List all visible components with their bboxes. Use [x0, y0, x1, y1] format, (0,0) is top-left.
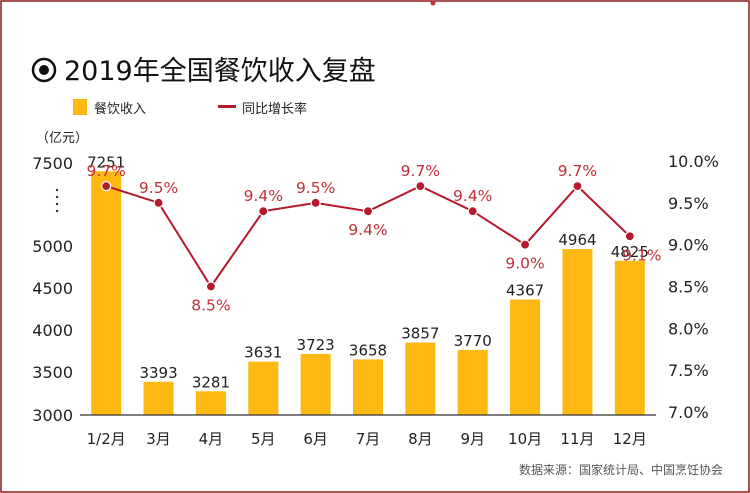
y-right-tick-label: 7.0%: [668, 403, 709, 422]
x-tick-label: 3月: [146, 430, 171, 448]
x-tick-label: 5月: [251, 430, 276, 448]
x-tick-label: 4月: [199, 430, 224, 448]
bar: [353, 359, 383, 415]
y-right-tick-labels: 10.0% 9.5% 9.0% 8.5% 8.0% 7.5% 7.0%: [668, 152, 719, 422]
bar-value-label: 3281: [192, 373, 230, 391]
bar-value-label: 3723: [297, 336, 335, 354]
growth-point: [519, 239, 531, 250]
bar-value-label: 3770: [454, 332, 492, 350]
growth-value-label: 9.7%: [558, 162, 597, 180]
y-right-tick-label: 9.5%: [668, 194, 709, 213]
bar: [143, 381, 174, 415]
title-bullet-icon: [31, 57, 57, 83]
growth-point: [572, 181, 583, 192]
y-left-tick-label: 4000: [32, 321, 73, 340]
growth-value-label: 8.5%: [191, 297, 230, 315]
bar: [248, 361, 279, 415]
title-group: 2019年全国餐饮收入复盘: [31, 56, 376, 87]
bar: [91, 171, 122, 415]
bar-value-label: 7251: [87, 153, 125, 171]
x-tick-label: 12月: [613, 430, 647, 448]
legend-bar-swatch: [73, 99, 87, 115]
y-right-tick-label: 10.0%: [668, 152, 719, 171]
growth-value-label: 9.4%: [453, 187, 492, 205]
growth-value-label: 9.7%: [401, 162, 440, 180]
y-left-tick-label: 5000: [32, 237, 73, 256]
frame-marker-dot: [430, 0, 436, 6]
growth-point: [310, 197, 321, 208]
growth-point: [624, 231, 635, 242]
bar: [300, 353, 331, 415]
growth-point: [415, 181, 426, 192]
legend-line-swatch: [218, 105, 236, 108]
bar-value-label: 4367: [506, 281, 544, 299]
y-left-tick-label: 3000: [32, 406, 73, 425]
x-tick-labels: 1/2月 3月 4月 5月 6月 7月 8月 9月 10月 11月 12月: [87, 430, 647, 448]
y-right-tick-label: 9.0%: [668, 236, 709, 255]
x-tick-label: 8月: [408, 430, 433, 448]
source-note: 数据来源：国家统计局、中国烹饪协会: [519, 462, 723, 477]
growth-value-label: 9.5%: [139, 179, 178, 197]
y-left-tick-labels: 7500 5000 4500 4000 3500 3000: [32, 154, 73, 425]
growth-value-label: 9.4%: [348, 221, 387, 239]
bar-value-label: 3631: [244, 344, 282, 362]
growth-point: [101, 181, 112, 192]
line-series: 9.7% 9.5% 8.5% 9.4% 9.5% 9.4% 9.7% 9.4% 9.0% 9.7%…: [86, 162, 661, 314]
y-right-tick-label: 7.5%: [668, 361, 709, 380]
growth-point: [467, 206, 478, 217]
bar-value-label: 4825: [611, 243, 649, 261]
growth-value-label: 9.1%: [622, 246, 661, 264]
growth-point: [153, 197, 164, 208]
growth-value-label: 9.7%: [86, 162, 125, 180]
growth-point: [362, 206, 374, 217]
bar-series: 7251 3393 3281 3631 3723 3658 3857 3770 4367 4964…: [87, 153, 649, 415]
growth-point: [205, 281, 217, 292]
y-left-unit: （亿元）: [36, 131, 88, 146]
bar: [614, 260, 645, 415]
y-left-tick-label: 3500: [32, 363, 73, 382]
bar: [562, 249, 593, 415]
growth-value-label: 9.4%: [244, 187, 283, 205]
legend-line-label: 同比增长率: [242, 101, 307, 117]
chart-title: 2019年全国餐饮收入复盘: [64, 56, 376, 87]
growth-value-label: 9.5%: [296, 179, 335, 197]
bar: [457, 349, 488, 415]
bar-value-label: 3658: [349, 341, 387, 359]
y-left-tick-label: 7500: [32, 154, 73, 173]
x-tick-label: 10月: [508, 430, 542, 448]
x-tick-label: 9月: [460, 430, 485, 448]
bar: [195, 391, 226, 415]
bar-value-label: 3857: [401, 325, 439, 343]
growth-point: [258, 206, 269, 217]
axis-break-marks: [55, 188, 59, 213]
bar-value-label: 3393: [139, 364, 177, 382]
y-right-tick-label: 8.0%: [668, 319, 709, 338]
y-left-tick-label: 4500: [32, 279, 73, 298]
x-tick-label: 7月: [356, 430, 381, 448]
x-tick-label: 6月: [303, 430, 328, 448]
x-tick-label: 11月: [560, 430, 594, 448]
growth-value-label: 9.0%: [505, 255, 544, 273]
title-bullet-dot-icon: [39, 65, 49, 75]
bar: [510, 299, 541, 415]
y-right-tick-label: 8.5%: [668, 278, 709, 297]
legend: 餐饮收入 同比增长率: [73, 99, 307, 117]
x-tick-label: 1/2月: [87, 430, 126, 448]
bar-value-label: 4964: [558, 231, 596, 249]
legend-bar-label: 餐饮收入: [94, 101, 146, 117]
bar: [405, 342, 436, 415]
